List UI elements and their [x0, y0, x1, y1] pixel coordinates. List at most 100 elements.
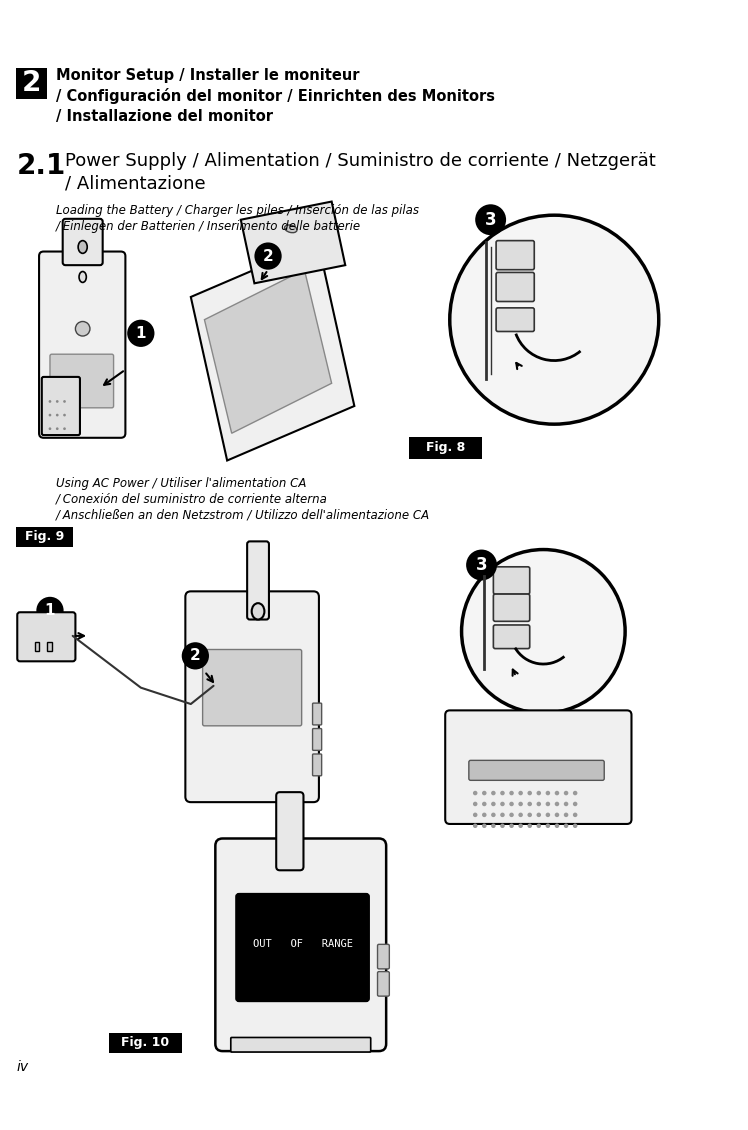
Text: 1: 1	[135, 325, 146, 341]
Circle shape	[527, 824, 532, 828]
Circle shape	[545, 812, 551, 817]
FancyBboxPatch shape	[39, 252, 126, 437]
FancyBboxPatch shape	[56, 415, 63, 434]
Circle shape	[473, 791, 477, 796]
FancyBboxPatch shape	[231, 1037, 371, 1052]
Ellipse shape	[79, 271, 86, 282]
Circle shape	[536, 791, 541, 796]
FancyBboxPatch shape	[313, 703, 322, 725]
Circle shape	[63, 414, 66, 417]
FancyBboxPatch shape	[64, 415, 70, 434]
Circle shape	[491, 791, 496, 796]
FancyBboxPatch shape	[496, 307, 534, 331]
FancyBboxPatch shape	[378, 972, 390, 997]
Text: iv: iv	[16, 1060, 28, 1075]
Circle shape	[518, 812, 523, 817]
FancyBboxPatch shape	[203, 650, 301, 725]
Circle shape	[509, 801, 514, 806]
Circle shape	[491, 801, 496, 806]
Circle shape	[536, 824, 541, 828]
FancyBboxPatch shape	[71, 415, 77, 434]
Text: 1: 1	[45, 603, 55, 618]
Circle shape	[564, 824, 568, 828]
Circle shape	[564, 791, 568, 796]
Circle shape	[49, 400, 52, 402]
Circle shape	[527, 801, 532, 806]
FancyBboxPatch shape	[276, 792, 304, 870]
Circle shape	[500, 791, 505, 796]
Circle shape	[555, 791, 560, 796]
Circle shape	[500, 824, 505, 828]
FancyBboxPatch shape	[63, 219, 102, 266]
Circle shape	[482, 812, 486, 817]
FancyBboxPatch shape	[313, 729, 322, 750]
Text: Fig. 9: Fig. 9	[25, 530, 64, 544]
Text: 3: 3	[485, 210, 497, 228]
Text: Fig. 10: Fig. 10	[121, 1036, 170, 1050]
FancyBboxPatch shape	[17, 612, 76, 661]
FancyBboxPatch shape	[215, 838, 386, 1051]
Circle shape	[491, 824, 496, 828]
FancyBboxPatch shape	[494, 567, 530, 594]
Circle shape	[182, 642, 209, 669]
FancyBboxPatch shape	[16, 527, 73, 547]
Circle shape	[56, 414, 58, 417]
Circle shape	[555, 812, 560, 817]
FancyBboxPatch shape	[42, 377, 80, 435]
Text: 2: 2	[190, 649, 200, 663]
Circle shape	[509, 791, 514, 796]
Ellipse shape	[78, 241, 88, 253]
Circle shape	[545, 801, 551, 806]
FancyBboxPatch shape	[496, 241, 534, 270]
Circle shape	[518, 791, 523, 796]
Circle shape	[518, 824, 523, 828]
Circle shape	[482, 801, 486, 806]
Circle shape	[545, 791, 551, 796]
Circle shape	[127, 320, 155, 347]
Text: Loading the Battery / Charger les piles / Inserción de las pilas
/ Einlegen der : Loading the Battery / Charger les piles …	[56, 205, 420, 233]
FancyBboxPatch shape	[378, 945, 390, 968]
Circle shape	[536, 801, 541, 806]
Text: 2.1: 2.1	[16, 151, 66, 180]
Text: OUT   OF   RANGE: OUT OF RANGE	[253, 939, 352, 949]
FancyBboxPatch shape	[236, 894, 369, 1001]
Circle shape	[509, 824, 514, 828]
FancyBboxPatch shape	[313, 754, 322, 776]
Polygon shape	[191, 243, 355, 461]
Circle shape	[564, 812, 568, 817]
Circle shape	[555, 801, 560, 806]
Text: Power Supply / Alimentation / Suministro de corriente / Netzgerät
/ Alimentazion: Power Supply / Alimentation / Suministro…	[65, 151, 656, 192]
Circle shape	[573, 791, 577, 796]
Circle shape	[450, 215, 659, 424]
FancyBboxPatch shape	[494, 594, 530, 622]
Circle shape	[518, 801, 523, 806]
Circle shape	[491, 812, 496, 817]
Circle shape	[573, 812, 577, 817]
FancyBboxPatch shape	[496, 272, 534, 302]
Circle shape	[482, 791, 486, 796]
Circle shape	[527, 812, 532, 817]
Circle shape	[63, 427, 66, 431]
Ellipse shape	[251, 603, 264, 619]
Circle shape	[63, 400, 66, 402]
Bar	[34, 642, 39, 651]
Ellipse shape	[284, 225, 297, 233]
Circle shape	[500, 801, 505, 806]
Circle shape	[56, 427, 58, 431]
Circle shape	[509, 812, 514, 817]
Text: Using AC Power / Utiliser l'alimentation CA
/ Conexión del suministro de corrien: Using AC Power / Utiliser l'alimentation…	[56, 477, 430, 522]
FancyBboxPatch shape	[109, 1033, 182, 1053]
Circle shape	[56, 400, 58, 402]
Circle shape	[573, 801, 577, 806]
Circle shape	[466, 549, 497, 581]
Text: Monitor Setup / Installer le moniteur
/ Configuración del monitor / Einrichten d: Monitor Setup / Installer le moniteur / …	[56, 68, 495, 124]
Text: Fig. 8: Fig. 8	[426, 442, 465, 454]
Circle shape	[527, 791, 532, 796]
Circle shape	[49, 427, 52, 431]
FancyBboxPatch shape	[50, 354, 114, 408]
Circle shape	[473, 812, 477, 817]
FancyBboxPatch shape	[409, 437, 482, 459]
FancyBboxPatch shape	[16, 68, 47, 99]
Circle shape	[573, 824, 577, 828]
Circle shape	[76, 322, 90, 336]
